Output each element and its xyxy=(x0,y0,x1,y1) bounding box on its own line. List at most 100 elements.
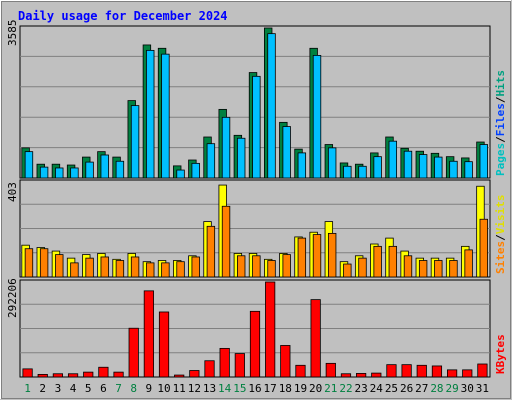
bar-sites-day-18 xyxy=(282,254,291,278)
x-tick-label-day-27: 27 xyxy=(415,382,428,395)
bar-files-day-3 xyxy=(55,167,64,179)
bar-sites-day-25 xyxy=(388,245,398,278)
bar-files-day-24 xyxy=(373,156,382,179)
x-tick-label-day-6: 6 xyxy=(100,382,107,395)
bar-kbytes-day-19 xyxy=(295,364,306,378)
x-tick-label-day-13: 13 xyxy=(203,382,216,395)
bar-files-day-18 xyxy=(282,126,291,179)
bar-files-day-4 xyxy=(70,167,79,179)
x-tick-label-day-18: 18 xyxy=(279,382,292,395)
legend-sep-3: / xyxy=(494,234,507,241)
bar-files-day-25 xyxy=(388,140,398,179)
bar-sites-day-23 xyxy=(358,257,367,278)
bar-sites-day-6 xyxy=(100,256,109,278)
bar-sites-day-7 xyxy=(115,260,125,278)
bar-kbytes-day-25 xyxy=(386,364,397,378)
bar-sites-day-8 xyxy=(130,256,140,278)
x-tick-label-day-8: 8 xyxy=(130,382,137,395)
bar-kbytes-day-31 xyxy=(477,363,488,378)
bar-sites-day-9 xyxy=(146,262,155,278)
bar-sites-day-24 xyxy=(373,245,382,278)
bar-files-day-14 xyxy=(221,116,231,179)
bar-sites-day-1 xyxy=(24,248,34,278)
bar-kbytes-day-9 xyxy=(143,290,154,378)
bar-files-day-30 xyxy=(464,161,473,179)
x-tick-label-day-14: 14 xyxy=(218,382,232,395)
bar-sites-day-2 xyxy=(39,248,49,278)
x-tick-label-day-16: 16 xyxy=(248,382,261,395)
bar-kbytes-day-23 xyxy=(356,373,367,378)
bar-sites-day-12 xyxy=(191,256,200,278)
x-tick-label-day-28: 28 xyxy=(430,382,443,395)
bar-files-day-12 xyxy=(191,162,200,179)
legend-sep-1: / xyxy=(494,136,507,143)
bar-kbytes-day-7 xyxy=(113,371,124,378)
bar-kbytes-day-29 xyxy=(446,369,458,378)
bar-kbytes-day-4 xyxy=(67,373,79,378)
x-axis-labels: 1 2 3 4 5 6 7 8 9 10 11 12 13 14 15 16 17 18 19 20 21 22 23 24 2… xyxy=(24,382,489,395)
bar-files-day-19 xyxy=(297,152,307,179)
bar-files-day-1 xyxy=(24,151,34,179)
bar-kbytes-day-24 xyxy=(371,372,382,378)
x-tick-label-day-29: 29 xyxy=(445,382,458,395)
bar-kbytes-day-12 xyxy=(189,370,200,378)
bar-files-day-23 xyxy=(358,165,367,179)
bar-sites-day-15 xyxy=(237,255,246,278)
x-tick-label-day-24: 24 xyxy=(370,382,384,395)
legend-pages: Pages xyxy=(494,143,507,176)
bar-files-day-31 xyxy=(479,144,488,179)
x-tick-label-day-7: 7 xyxy=(115,382,122,395)
bar-sites-day-30 xyxy=(464,249,473,278)
bar-sites-day-13 xyxy=(206,225,216,278)
bar-kbytes-day-5 xyxy=(83,371,94,378)
bar-files-day-21 xyxy=(327,147,337,179)
bar-sites-day-11 xyxy=(176,261,185,278)
bar-files-day-13 xyxy=(206,143,216,179)
x-tick-label-day-9: 9 xyxy=(146,382,153,395)
bar-sites-day-27 xyxy=(418,260,428,278)
bar-kbytes-day-27 xyxy=(416,364,427,378)
bar-sites-day-5 xyxy=(85,257,94,278)
x-tick-label-day-15: 15 xyxy=(233,382,246,395)
legend-visits: Visits xyxy=(494,195,507,235)
bar-kbytes-day-17 xyxy=(265,281,276,378)
bar-kbytes-day-21 xyxy=(325,362,336,378)
x-tick-label-day-4: 4 xyxy=(70,382,77,395)
bar-kbytes-day-30 xyxy=(462,369,473,378)
bar-kbytes-day-3 xyxy=(52,373,64,378)
bar-files-day-17 xyxy=(267,33,276,179)
x-tick-label-day-19: 19 xyxy=(294,382,307,395)
bar-kbytes-day-20 xyxy=(310,299,321,378)
bar-kbytes-day-16 xyxy=(249,310,261,378)
bar-sites-day-4 xyxy=(70,262,79,278)
bar-files-day-7 xyxy=(115,160,125,179)
x-tick-label-day-11: 11 xyxy=(173,382,186,395)
bar-kbytes-day-14 xyxy=(219,347,230,378)
bar-kbytes-day-15 xyxy=(234,353,245,378)
bar-files-day-29 xyxy=(449,160,458,179)
x-tick-label-day-20: 20 xyxy=(309,382,322,395)
x-tick-label-day-12: 12 xyxy=(188,382,201,395)
bar-files-day-28 xyxy=(434,156,443,179)
legend-hits: Hits xyxy=(494,70,507,97)
bar-kbytes-day-1 xyxy=(22,368,33,378)
bar-sites-day-26 xyxy=(403,255,413,278)
bar-sites-day-22 xyxy=(343,263,352,278)
bar-sites-day-14 xyxy=(221,205,231,278)
bar-sites-day-31 xyxy=(479,218,488,278)
bar-files-day-22 xyxy=(343,165,352,179)
hits-legend: Pages/Files/Hits xyxy=(494,70,507,176)
bar-files-day-5 xyxy=(85,161,94,179)
x-tick-label-day-31: 31 xyxy=(476,382,489,395)
x-tick-label-day-1: 1 xyxy=(24,382,31,395)
hits-ymax-label: 3585 xyxy=(6,20,19,47)
bars xyxy=(21,27,488,378)
x-tick-label-day-3: 3 xyxy=(55,382,62,395)
legend-sites: Sites xyxy=(494,241,507,274)
x-tick-label-day-2: 2 xyxy=(39,382,46,395)
bar-kbytes-day-22 xyxy=(340,373,352,378)
kbytes-ymax-label: 292206 xyxy=(6,278,19,318)
bar-kbytes-day-2 xyxy=(37,373,48,378)
x-tick-label-day-30: 30 xyxy=(461,382,474,395)
